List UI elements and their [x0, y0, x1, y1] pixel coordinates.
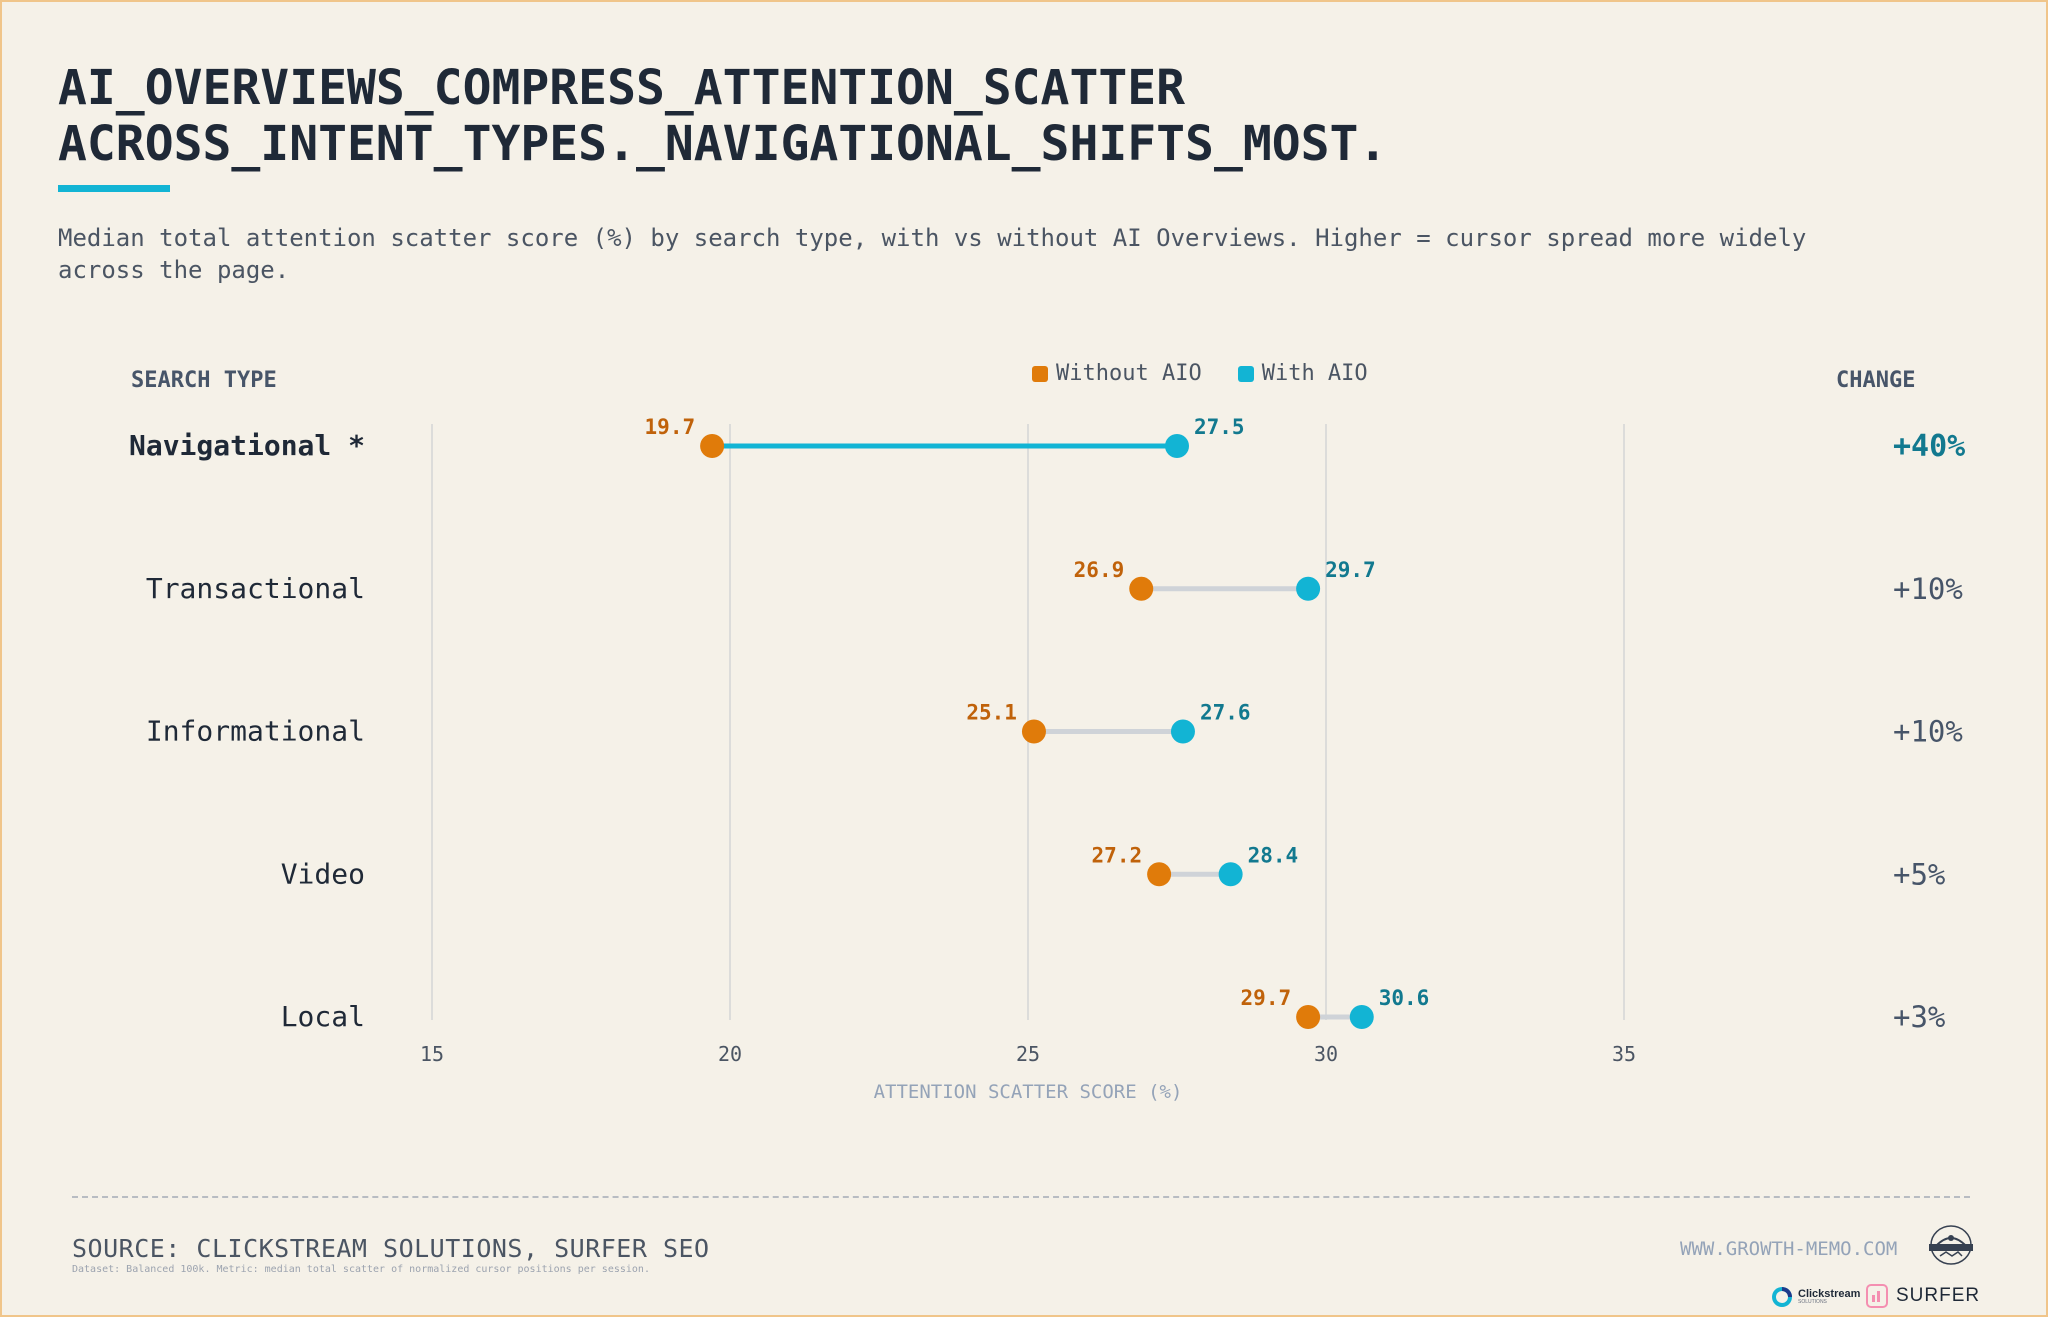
row-label: Transactional — [146, 572, 365, 605]
point-with-aio — [1296, 576, 1321, 601]
title-line-2: ACROSS_INTENT_TYPES._NAVIGATIONAL_SHIFTS… — [58, 116, 1388, 172]
value-label-without: 29.7 — [1241, 986, 1292, 1010]
point-without-aio — [1129, 576, 1154, 601]
value-label-with: 29.7 — [1325, 558, 1376, 582]
legend-label-with: With AIO — [1261, 361, 1368, 386]
chart-title: AI_OVERVIEWS_COMPRESS_ATTENTION_SCATTER … — [58, 60, 1387, 172]
point-without-aio — [700, 434, 725, 458]
value-label-without: 25.1 — [966, 701, 1017, 725]
title-accent-bar — [58, 185, 170, 192]
title-line-1: AI_OVERVIEWS_COMPRESS_ATTENTION_SCATTER — [58, 60, 1186, 116]
change-column-header: CHANGE — [1836, 368, 1916, 393]
change-value: +10% — [1893, 572, 1963, 606]
row-label: Local — [281, 1000, 365, 1033]
growth-memo-emblem-icon — [1929, 1225, 1973, 1265]
clickstream-logo-subtext: SOLUTIONS — [1798, 1299, 1827, 1305]
value-label-with: 28.4 — [1248, 843, 1299, 867]
value-label-without: 26.9 — [1074, 558, 1125, 582]
legend-item-with: With AIO — [1237, 361, 1368, 386]
surfer-logo-icon — [1866, 1284, 1888, 1308]
row-label: Informational — [146, 715, 365, 748]
x-tick-label: 15 — [420, 1042, 444, 1066]
x-axis-title: ATTENTION SCATTER SCORE (%) — [874, 1081, 1183, 1103]
row-label: Video — [281, 857, 365, 890]
x-tick-label: 35 — [1612, 1042, 1636, 1066]
x-tick-label: 20 — [718, 1042, 742, 1066]
point-with-aio — [1218, 862, 1243, 887]
legend-swatch-with — [1237, 365, 1254, 382]
point-with-aio — [1349, 1005, 1374, 1029]
source-credit: SOURCE: CLICKSTREAM SOLUTIONS, SURFER SE… — [72, 1234, 710, 1263]
legend-item-without: Without AIO — [1032, 361, 1202, 386]
x-tick-label: 30 — [1314, 1042, 1338, 1066]
point-with-aio — [1170, 719, 1195, 744]
value-label-with: 27.5 — [1194, 415, 1245, 439]
clickstream-logo-text: Clickstream — [1798, 1288, 1861, 1300]
point-without-aio — [1296, 1005, 1321, 1029]
value-label-without: 19.7 — [645, 415, 696, 439]
point-with-aio — [1165, 434, 1189, 458]
change-value: +40% — [1893, 429, 1965, 464]
value-label-with: 27.6 — [1200, 701, 1251, 725]
change-value: +3% — [1893, 1000, 1945, 1034]
row-label: Navigational * — [129, 429, 365, 462]
x-tick-label: 25 — [1016, 1042, 1040, 1066]
change-value: +10% — [1893, 715, 1963, 749]
clickstream-logo: Clickstream SOLUTIONS — [1770, 1285, 1860, 1309]
value-label-without: 27.2 — [1092, 843, 1143, 867]
legend-label-without: Without AIO — [1056, 361, 1202, 386]
value-label-with: 30.6 — [1379, 986, 1430, 1010]
dataset-note: Dataset: Balanced 100k. Metric: median t… — [72, 1264, 650, 1275]
search-type-column-header: SEARCH TYPE — [131, 368, 277, 393]
legend-swatch-without — [1032, 365, 1048, 382]
chart-legend: Without AIO With AIO — [1032, 361, 1394, 386]
change-value: +5% — [1893, 857, 1945, 891]
chart-subtitle: Median total attention scatter score (%)… — [58, 224, 1807, 284]
point-without-aio — [1021, 719, 1046, 744]
website-link[interactable]: WWW.GROWTH-MEMO.COM — [1680, 1238, 1898, 1260]
point-without-aio — [1147, 862, 1172, 887]
clickstream-logo-icon — [1772, 1287, 1792, 1307]
surfer-logo: SURFER — [1866, 1284, 1980, 1308]
footer-divider — [72, 1196, 1970, 1198]
surfer-logo-text: SURFER — [1896, 1285, 1981, 1306]
